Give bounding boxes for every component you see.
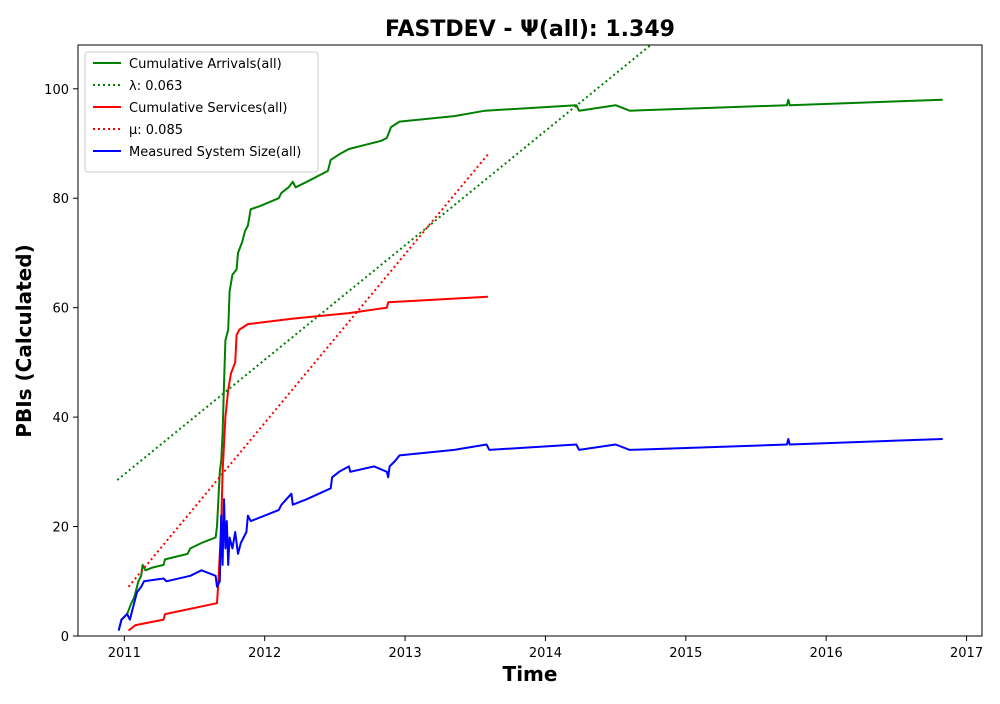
series-line-measured-system-size-all: [117, 438, 943, 631]
legend-label: μ: 0.085: [129, 123, 183, 138]
legend-box: [84, 51, 319, 173]
x-tick-label: 2017: [950, 646, 983, 661]
legend-label: Measured System Size(all): [129, 145, 301, 160]
series-line-cumulative-arrivals-all: [117, 98, 943, 631]
series-line-0-085-fit: [127, 153, 489, 588]
x-axis-label: Time: [503, 662, 558, 686]
y-tick-label: 0: [61, 630, 69, 645]
x-tick-label: 2016: [810, 646, 843, 661]
x-tick-label: 2013: [389, 646, 422, 661]
legend: Cumulative Arrivals(all) λ: 0.063 Cumulati…: [84, 51, 319, 173]
y-tick-label: 100: [44, 83, 69, 98]
y-tick-label: 20: [52, 521, 69, 536]
legend-label: Cumulative Services(all): [129, 101, 287, 116]
legend-label: λ: 0.063: [129, 79, 182, 94]
y-axis-label: PBIs (Calculated): [12, 244, 36, 437]
y-tick-label: 40: [52, 411, 69, 426]
x-tick-label: 2011: [108, 646, 141, 661]
axes-frame: [77, 44, 983, 637]
legend-label: Cumulative Arrivals(all): [129, 57, 282, 72]
series-line-cumulative-services-all: [127, 295, 488, 632]
x-tick-label: 2015: [669, 646, 702, 661]
y-tick-label: 80: [52, 192, 69, 207]
chart-title: FASTDEV - Ψ(all): 1.349: [385, 17, 675, 42]
axes: 2011 2012 2013 2014 2015 2016 2017 0 20 40 60 80 100: [44, 44, 983, 661]
plot-area: [116, 45, 943, 632]
y-tick-label: 60: [52, 302, 69, 317]
x-tick-label: 2012: [248, 646, 281, 661]
x-tick-label: 2014: [529, 646, 562, 661]
